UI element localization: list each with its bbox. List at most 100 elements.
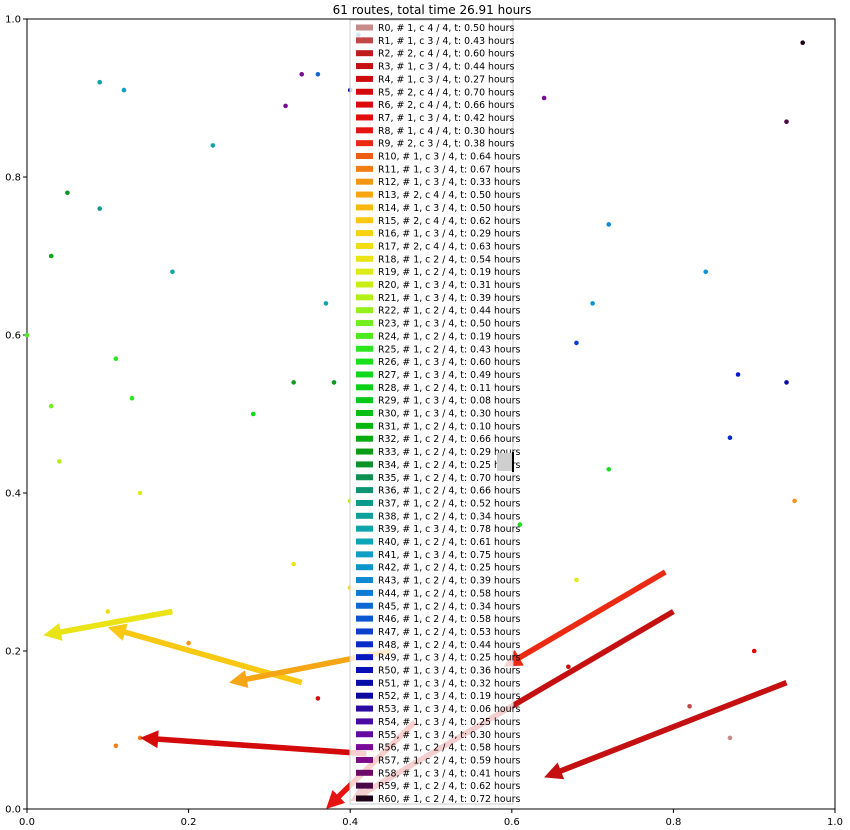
legend-label: R23, # 1, c 3 / 4, t: 0.50 hours: [378, 319, 520, 330]
legend-label: R2, # 2, c 4 / 4, t: 0.60 hours: [378, 49, 514, 60]
legend-swatch: [356, 692, 373, 699]
legend-label: R12, # 1, c 3 / 4, t: 0.33 hours: [378, 177, 520, 188]
legend-swatch: [356, 358, 373, 365]
legend-swatch: [356, 165, 373, 172]
legend-swatch: [356, 795, 373, 802]
legend-label: R0, # 1, c 4 / 4, t: 0.50 hours: [378, 23, 514, 34]
legend-swatch: [356, 191, 373, 198]
legend-label: R48, # 1, c 2 / 4, t: 0.44 hours: [378, 640, 520, 651]
legend-swatch: [356, 615, 373, 622]
legend-swatch: [356, 589, 373, 596]
legend-swatch: [356, 140, 373, 147]
legend-swatch: [356, 230, 373, 237]
y-tick-label: 1.0: [5, 15, 21, 26]
legend-swatch: [356, 281, 373, 288]
legend-label: R9, # 2, c 3 / 4, t: 0.38 hours: [378, 139, 514, 150]
x-tick-label: 0.4: [342, 817, 358, 828]
legend-swatch: [356, 204, 373, 211]
legend-label: R7, # 1, c 3 / 4, t: 0.42 hours: [378, 113, 514, 124]
legend-label: R42, # 1, c 2 / 4, t: 0.25 hours: [378, 563, 520, 574]
legend-swatch: [356, 769, 373, 776]
legend-label: R22, # 1, c 2 / 4, t: 0.44 hours: [378, 306, 520, 317]
route-arrow: [503, 569, 667, 667]
y-tick-label: 0.0: [5, 805, 21, 816]
legend-swatch: [356, 654, 373, 661]
legend-swatch: [356, 101, 373, 108]
legend-label: R4, # 1, c 3 / 4, t: 0.27 hours: [378, 74, 514, 85]
legend-swatch: [356, 88, 373, 95]
legend-swatch: [356, 525, 373, 532]
legend-swatch: [356, 50, 373, 57]
legend-swatch: [356, 538, 373, 545]
legend-swatch: [356, 114, 373, 121]
legend-label: R33, # 1, c 2 / 4, t: 0.29 hours: [378, 447, 520, 458]
data-point: [590, 301, 595, 306]
data-point: [517, 522, 523, 527]
data-point: [121, 87, 127, 93]
y-axis: 0.0 0.2 0.4 0.6 0.8 1.0: [5, 15, 27, 816]
legend-swatch: [356, 564, 373, 571]
y-tick-label: 0.4: [5, 489, 21, 500]
legend-label: R25, # 1, c 2 / 4, t: 0.43 hours: [378, 344, 520, 355]
legend-label: R38, # 1, c 2 / 4, t: 0.34 hours: [378, 511, 520, 522]
chart-title: 61 routes, total time 26.91 hours: [333, 3, 532, 17]
legend-swatch: [356, 667, 373, 673]
legend-swatch: [356, 731, 373, 738]
legend-swatch: [356, 294, 373, 301]
x-tick-label: 0.6: [504, 817, 520, 828]
x-axis: 0.0 0.2 0.4 0.6 0.8 1.0: [19, 809, 843, 828]
data-point: [48, 253, 54, 259]
data-point: [170, 269, 175, 275]
legend-label: R24, # 1, c 2 / 4, t: 0.19 hours: [378, 331, 520, 342]
legend-swatch: [356, 756, 373, 763]
legend-swatch: [356, 217, 373, 224]
legend-label: R46, # 1, c 2 / 4, t: 0.58 hours: [378, 614, 520, 625]
legend-label: R41, # 1, c 3 / 4, t: 0.75 hours: [378, 550, 520, 561]
legend-swatch: [356, 371, 373, 378]
legend-swatch: [356, 461, 373, 468]
data-point: [97, 79, 103, 85]
legend-swatch: [356, 422, 373, 429]
legend-swatch: [356, 242, 373, 249]
data-point: [566, 664, 571, 670]
legend-label: R8, # 1, c 4 / 4, t: 0.30 hours: [378, 126, 514, 137]
data-point: [323, 301, 329, 306]
legend-label: R14, # 1, c 3 / 4, t: 0.50 hours: [378, 203, 520, 214]
data-point: [800, 40, 805, 45]
legend-label: R45, # 1, c 2 / 4, t: 0.34 hours: [378, 601, 520, 612]
legend-label: R15, # 2, c 4 / 4, t: 0.62 hours: [378, 216, 520, 227]
data-point: [113, 356, 119, 362]
legend-swatch: [356, 384, 373, 391]
data-point: [727, 435, 733, 441]
legend-label: R37, # 1, c 2 / 4, t: 0.52 hours: [378, 498, 520, 509]
legend-swatch: [356, 307, 373, 314]
y-tick-label: 0.2: [5, 647, 21, 658]
data-point: [606, 222, 612, 227]
data-point: [250, 411, 256, 417]
legend-label: R1, # 1, c 3 / 4, t: 0.43 hours: [378, 36, 514, 47]
legend-box: [349, 19, 514, 805]
data-point: [291, 380, 296, 385]
legend-swatch: [356, 127, 373, 134]
data-point: [283, 103, 288, 109]
legend: R0, # 1, c 4 / 4, t: 0.50 hours R1, # 1, …: [349, 19, 520, 805]
text-cursor: [497, 452, 514, 472]
data-point: [97, 206, 103, 211]
legend-swatch: [356, 499, 373, 506]
legend-swatch: [356, 24, 373, 31]
data-point: [574, 340, 579, 346]
data-point: [751, 648, 757, 654]
legend-label: R49, # 1, c 3 / 4, t: 0.25 hours: [378, 653, 520, 664]
legend-swatch: [356, 153, 373, 159]
legend-label: R10, # 1, c 3 / 4, t: 0.64 hours: [378, 152, 520, 163]
data-point: [113, 743, 119, 749]
legend-label: R16, # 1, c 3 / 4, t: 0.29 hours: [378, 229, 520, 240]
legend-label: R56, # 1, c 2 / 4, t: 0.58 hours: [378, 743, 520, 754]
x-tick-label: 0.0: [19, 817, 35, 828]
legend-label: R32, # 1, c 2 / 4, t: 0.66 hours: [378, 434, 520, 445]
legend-swatch: [356, 679, 373, 686]
data-point: [105, 609, 111, 614]
data-point: [210, 143, 216, 148]
legend-swatch: [356, 744, 373, 751]
